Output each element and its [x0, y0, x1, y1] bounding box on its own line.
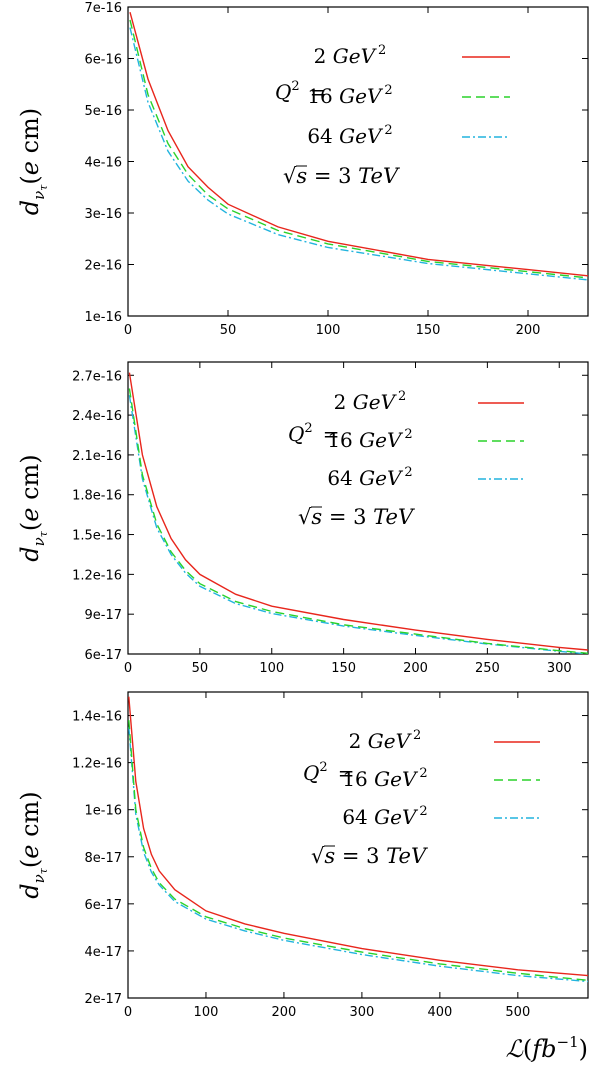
legend-prefix: Q2 =	[303, 760, 354, 785]
legend-label: 64 GeV 2	[327, 465, 412, 490]
y-tick-label: 1.8e-16	[72, 489, 122, 504]
x-tick-label: 150	[416, 323, 441, 338]
x-tick-label: 100	[194, 1005, 219, 1020]
y-tick-label: 5e-16	[84, 104, 122, 119]
y-tick-label: 6e-16	[84, 53, 122, 68]
y-tick-label: 1.4e-16	[72, 710, 122, 725]
legend-label: 16 GeV 2	[342, 766, 427, 791]
y-tick-label: 8e-17	[84, 851, 122, 866]
y-tick-label: 7e-16	[84, 1, 122, 16]
annotation-sqrt-s: √s = 3 TeV	[311, 844, 428, 868]
y-tick-label: 2.7e-16	[72, 369, 122, 384]
y-tick-label: 9e-17	[84, 608, 122, 623]
y-tick-label: 4e-16	[84, 156, 122, 171]
series-line	[128, 395, 588, 654]
legend-label: 2 GeV 2	[349, 728, 422, 753]
y-tick-label: 2.4e-16	[72, 409, 122, 424]
y-tick-label: 2e-16	[84, 259, 122, 274]
x-tick-label: 300	[547, 661, 572, 676]
series-line	[128, 388, 588, 654]
legend-prefix: Q2 =	[275, 79, 326, 104]
y-axis-label: dντ(e cm)	[16, 108, 50, 215]
series-line	[129, 19, 588, 279]
series-line	[129, 12, 588, 277]
x-tick-label: 200	[403, 661, 428, 676]
legend-label: 16 GeV 2	[327, 427, 412, 452]
y-axis-label: dντ(e cm)	[16, 791, 50, 898]
y-tick-label: 6e-17	[84, 898, 122, 913]
y-axis-label: dντ(e cm)	[16, 454, 50, 561]
y-tick-label: 2e-17	[84, 992, 122, 1007]
series-line	[128, 696, 588, 977]
x-tick-label: 50	[192, 661, 209, 676]
y-tick-label: 1e-16	[84, 804, 122, 819]
x-tick-label: 500	[505, 1005, 530, 1020]
x-tick-label: 200	[516, 323, 541, 338]
legend-label: 64 GeV 2	[307, 123, 392, 148]
x-tick-label: 0	[124, 1005, 132, 1020]
legend-label: 16 GeV 2	[307, 83, 392, 108]
x-tick-label: 200	[272, 1005, 297, 1020]
plot-frame	[127, 691, 589, 999]
plot-frame	[127, 361, 589, 655]
y-tick-label: 3e-16	[84, 207, 122, 222]
x-tick-label: 50	[220, 323, 237, 338]
legend-label: 2 GeV 2	[314, 43, 387, 68]
legend-label: 2 GeV 2	[334, 389, 407, 414]
x-tick-label: 400	[427, 1005, 452, 1020]
x-axis-label: ℒ(fb−1)	[506, 1033, 588, 1063]
x-tick-label: 300	[349, 1005, 374, 1020]
x-tick-label: 0	[124, 323, 132, 338]
series-line	[129, 27, 588, 281]
legend-label: 64 GeV 2	[342, 804, 427, 829]
y-tick-label: 6e-17	[84, 648, 122, 663]
x-tick-label: 100	[316, 323, 341, 338]
y-tick-label: 2.1e-16	[72, 449, 122, 464]
chart-panel-middle: 0 50 100 150 200 250 300 6e-17 9e-17 1.2e-16 1.5e-…	[16, 361, 589, 676]
x-tick-label: 250	[475, 661, 500, 676]
chart-panel-top: 0 50 100 150 200 1e-16 2e-16 3e-16 4e-16 5e-16 6e-…	[16, 1, 589, 338]
annotation-sqrt-s: √s = 3 TeV	[298, 505, 415, 529]
y-tick-label: 1.5e-16	[72, 529, 122, 544]
y-tick-label: 1e-16	[84, 310, 122, 325]
x-tick-label: 150	[331, 661, 356, 676]
series-line	[128, 372, 588, 651]
series-line	[128, 720, 588, 981]
chart-panel-bottom: 0 100 200 300 400 500 2e-17 4e-17 6e-17 8e-17 1e-1…	[16, 691, 589, 1063]
y-tick-label: 1.2e-16	[72, 568, 122, 583]
annotation-sqrt-s: √s = 3 TeV	[283, 164, 400, 188]
y-tick-label: 1.2e-16	[72, 757, 122, 772]
x-tick-label: 100	[259, 661, 284, 676]
legend-prefix: Q2 =	[288, 421, 339, 446]
series-line	[128, 727, 588, 983]
x-tick-label: 0	[124, 661, 132, 676]
y-tick-label: 4e-17	[84, 945, 122, 960]
